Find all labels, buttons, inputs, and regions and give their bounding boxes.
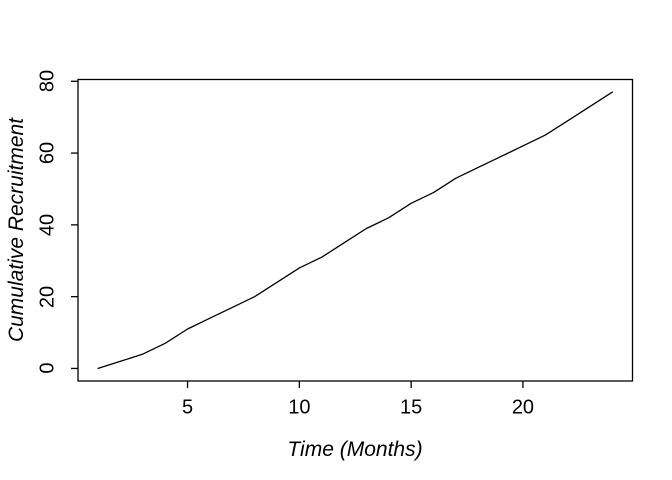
data-line [97,91,614,370]
y-tick-label: 40 [36,213,59,236]
y-tick-label: 0 [36,362,59,374]
x-tick-label: 10 [288,396,311,419]
y-tick-label: 80 [36,70,59,93]
x-tick-label: 20 [511,396,535,419]
y-axis-title: Cumulative Recruitment [5,117,28,343]
plot-frame [77,78,634,382]
x-axis-title: Time (Months) [287,438,423,461]
y-tick-label: 20 [36,285,59,308]
x-tick-label: 5 [181,396,194,419]
y-tick-label: 60 [36,141,59,165]
x-tick-label: 15 [400,396,423,419]
